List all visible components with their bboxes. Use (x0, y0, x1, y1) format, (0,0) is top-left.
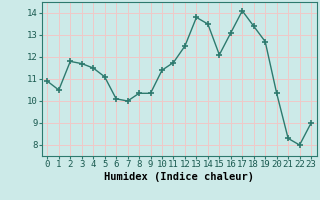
X-axis label: Humidex (Indice chaleur): Humidex (Indice chaleur) (104, 172, 254, 182)
